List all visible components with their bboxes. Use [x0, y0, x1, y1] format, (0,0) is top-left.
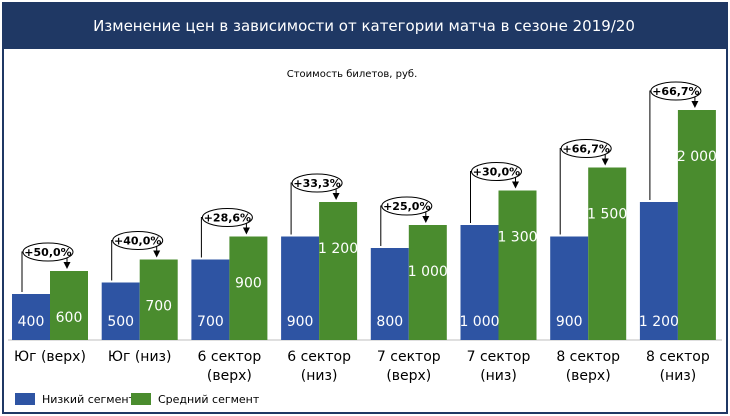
change-arrow-head: [63, 262, 71, 269]
bar-low-segment: [12, 294, 50, 340]
bar-value-label: 900: [287, 314, 314, 330]
change-arrow-head: [601, 158, 609, 166]
change-callout: [650, 81, 702, 101]
bar-value-label: 1 200: [318, 241, 358, 257]
bar-mid-segment: [319, 202, 358, 340]
bar-low-segment: [460, 225, 499, 340]
change-callout: [22, 242, 74, 262]
category-label: (верх): [207, 368, 252, 384]
bar-mid-segment: [677, 110, 716, 340]
chart-title: Изменение цен в зависимости от категории…: [2, 2, 726, 49]
legend: Низкий сегмент Средний сегмент: [15, 393, 260, 406]
category-label: (верх): [386, 368, 431, 384]
change-label: +66,7%: [652, 85, 699, 98]
bar-mid-segment: [50, 271, 88, 340]
bar-value-label: 400: [18, 314, 45, 330]
category-label: (верх): [566, 368, 611, 384]
category-label: 8 сектор: [556, 349, 620, 365]
change-label: +33,3%: [293, 177, 340, 190]
change-arrow-head: [332, 193, 340, 200]
change-label: +50,0%: [24, 246, 71, 259]
change-label: +66,7%: [563, 143, 610, 156]
change-arrow-head: [153, 250, 161, 258]
category-label: 6 сектор: [198, 349, 262, 365]
legend-swatch: [131, 393, 151, 405]
change-callout: [201, 208, 253, 227]
category-label: 7 сектор: [377, 349, 441, 365]
bar-value-label: 700: [197, 314, 224, 330]
change-arrow-head: [691, 101, 699, 108]
category-label: (низ): [301, 368, 338, 384]
change-label: +25,0%: [383, 200, 430, 213]
bar-value-label: 2 000: [677, 149, 717, 165]
legend-swatch: [15, 393, 35, 405]
bar-low-segment: [281, 236, 320, 340]
bar-mid-segment: [498, 190, 537, 340]
chart-subtitle: Стоимость билетов, руб.: [287, 69, 418, 80]
bar-mid-segment: [588, 167, 627, 340]
bar-value-label: 1 000: [459, 314, 499, 330]
bar-low-segment: [550, 236, 589, 340]
bar-value-label: 1 500: [587, 207, 627, 223]
bar-value-label: 1 300: [497, 230, 537, 246]
legend-entry: Средний сегмент: [158, 393, 260, 406]
bar-mid-segment: [408, 225, 447, 340]
category-label: Юг (верх): [14, 349, 86, 365]
change-arrow-head: [512, 181, 519, 189]
bar-value-label: 800: [376, 314, 403, 330]
bar-value-label: 600: [56, 310, 83, 326]
category-label: 8 сектор: [646, 349, 710, 365]
change-callout: [471, 162, 522, 181]
legend-entry: Низкий сегмент: [42, 393, 136, 406]
change-callout: [291, 173, 343, 193]
category-label: 6 сектор: [287, 349, 351, 365]
bar-mid-segment: [229, 236, 268, 340]
bar-low-segment: [639, 202, 678, 340]
change-callout: [381, 196, 433, 216]
change-label: +30,0%: [473, 166, 520, 179]
change-callout: [112, 231, 164, 250]
bar-low-segment: [191, 259, 230, 340]
change-label: +28,6%: [204, 212, 251, 225]
bar-mid-segment: [139, 259, 178, 340]
bar-value-label: 900: [556, 314, 583, 330]
category-label: (низ): [480, 368, 517, 384]
bar-value-label: 1 000: [408, 264, 448, 280]
bar-value-label: 900: [235, 276, 262, 292]
change-arrow-head: [422, 216, 430, 223]
change-arrow-head: [242, 227, 250, 235]
change-callout: [560, 139, 612, 158]
bar-value-label: 1 200: [639, 314, 679, 330]
bar-low-segment: [101, 282, 140, 340]
category-label: 7 сектор: [467, 349, 531, 365]
bar-low-segment: [370, 248, 409, 340]
bar-value-label: 500: [107, 314, 134, 330]
bar-value-label: 700: [145, 299, 172, 315]
category-label: Юг (низ): [108, 349, 172, 365]
change-label: +40,0%: [114, 235, 161, 248]
category-label: (низ): [660, 368, 697, 384]
